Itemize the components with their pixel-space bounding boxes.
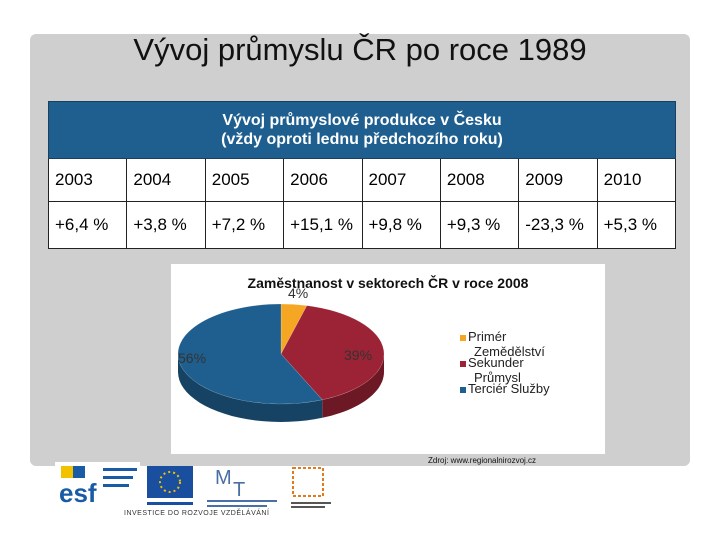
op-logo — [291, 467, 331, 508]
table-header-line2: (vždy oproti lednu předchozího roku) — [221, 131, 503, 148]
pie-label-tertiary: 56% — [178, 350, 207, 366]
eu-logos-bar: esf M T — [55, 462, 331, 508]
value-cell: +3,8 % — [126, 201, 206, 249]
chart-title: Zaměstnanost v sektorech ČR v roce 2008 — [247, 275, 529, 291]
legend-swatch-tertiary — [460, 387, 466, 393]
production-table: Vývoj průmyslové produkce v Česku (vždy … — [47, 101, 677, 249]
legend-label-agriculture: Zemědělství — [474, 344, 545, 359]
logo-caption: INVESTICE DO ROZVOJE VZDĚLÁVÁNÍ — [124, 510, 270, 517]
value-cell: +15,1 % — [283, 201, 363, 249]
value-cell: +7,2 % — [205, 201, 285, 249]
legend-item-agriculture: Zemědělství — [460, 344, 584, 359]
year-cell: 2007 — [362, 158, 441, 202]
year-cell: 2004 — [126, 158, 206, 202]
msmt-logo: M T — [207, 467, 277, 507]
svg-text:T: T — [233, 479, 245, 501]
eu-flag-logo — [147, 466, 193, 505]
source-note: Zdroj: www.regionalnirozvoj.cz — [428, 456, 537, 465]
values-row: +6,4 % +3,8 % +7,2 % +15,1 % +9,8 % +9,3… — [47, 201, 677, 249]
table-header: Vývoj průmyslové produkce v Česku (vždy … — [48, 101, 676, 159]
value-cell: +9,8 % — [362, 201, 441, 249]
legend-swatch-primary — [460, 335, 466, 341]
pie-label-primary: 4% — [288, 285, 309, 301]
value-cell: +5,3 % — [597, 201, 677, 249]
esf-text: esf — [59, 478, 97, 508]
legend-label-primary: Primér — [468, 329, 507, 344]
legend-label-tertiary: Terciér Služby — [468, 381, 550, 396]
year-cell: 2010 — [597, 158, 677, 202]
esf-logo: esf — [55, 462, 140, 508]
year-cell: 2008 — [440, 158, 520, 202]
value-cell: -23,3 % — [518, 201, 598, 249]
legend-item-tertiary: Terciér Služby — [460, 381, 570, 396]
year-cell: 2005 — [205, 158, 285, 202]
legend-swatch-secondary — [460, 361, 466, 367]
legend-item-secondary: Sekunder — [460, 355, 570, 370]
slide-title: Vývoj průmyslu ČR po roce 1989 — [133, 32, 587, 67]
year-cell: 2003 — [47, 158, 128, 202]
table-header-line1: Vývoj průmyslové produkce v Česku — [222, 112, 502, 129]
pie-label-secondary: 39% — [344, 347, 373, 363]
year-cell: 2006 — [283, 158, 363, 202]
legend-item-primary: Primér — [460, 329, 570, 344]
legend-item-industry: Průmysl — [460, 370, 584, 385]
years-row: 2003 2004 2005 2006 2007 2008 2009 2010 — [47, 158, 677, 202]
value-cell: +6,4 % — [47, 201, 128, 249]
legend-label-secondary: Sekunder — [468, 355, 524, 370]
chart-legend: Primér Zemědělství Sekunder Průmysl Terc… — [460, 329, 584, 396]
svg-text:M: M — [215, 467, 232, 489]
value-cell: +9,3 % — [440, 201, 520, 249]
year-cell: 2009 — [518, 158, 598, 202]
legend-label-industry: Průmysl — [474, 370, 521, 385]
